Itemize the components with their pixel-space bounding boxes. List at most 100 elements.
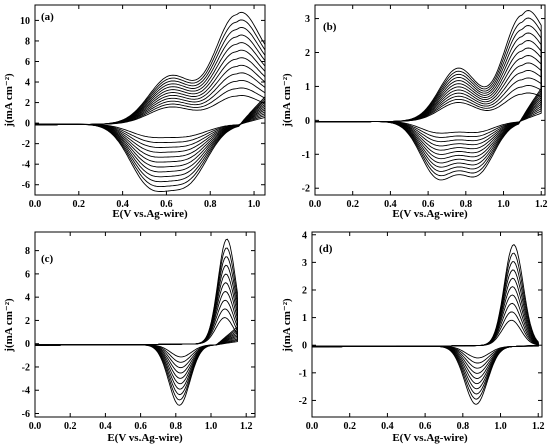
- panel-d: 0.0 0.2 0.4 0.6 0.8 1.0 1.2 -2 -1 0 1 2 3 4 (d) E(V …: [281, 230, 544, 444]
- y-axis-label: j(mA cm⁻²): [281, 298, 293, 353]
- y-axis-label: j(mA cm⁻²): [3, 73, 15, 128]
- y-tick-label: -1: [299, 368, 307, 379]
- cv-cycle-line: [35, 299, 238, 369]
- y-tick-label: 4: [25, 293, 30, 304]
- y-tick-label: -4: [22, 386, 30, 397]
- plot-frame: [311, 231, 543, 418]
- x-tick-label: 0.0: [306, 421, 319, 432]
- x-tick-label: 1.0: [494, 421, 507, 432]
- cv-cycle-line: [35, 264, 238, 390]
- x-tick-label: 1.2: [240, 421, 253, 432]
- panel-a: 0.0 0.2 0.4 0.6 0.8 1.0 -6 -4 -2 0 2 4 6 8 10 (a) E(V…: [3, 4, 266, 220]
- plot-frame: [314, 4, 546, 196]
- cv-cycle-line: [312, 311, 539, 364]
- y-tick-label: -6: [22, 409, 30, 420]
- y-tick-label: -2: [22, 362, 30, 373]
- cv-cycle-line: [312, 302, 539, 369]
- plot-frame: [34, 4, 266, 196]
- y-tick-label: 2: [302, 285, 307, 296]
- x-axis-label: E(V vs.Ag-wire): [112, 208, 188, 220]
- x-tick-label: 0.4: [381, 421, 394, 432]
- y-ticks: -2 -1 0 1 2 3: [302, 14, 545, 195]
- x-tick-label: 0.4: [384, 199, 397, 210]
- x-tick-label: 0.8: [460, 199, 473, 210]
- x-tick-label: 0.0: [309, 199, 322, 210]
- x-tick-label: 0.0: [29, 199, 42, 210]
- x-axis-label: E(V vs.Ag-wire): [392, 208, 468, 220]
- y-tick-label: -4: [22, 160, 30, 171]
- y-axis-label: j(mA cm⁻²): [281, 73, 293, 128]
- cv-cycle-line: [312, 244, 539, 405]
- x-ticks: 0.0 0.2 0.4 0.6 0.8 1.0 1.2: [306, 232, 545, 432]
- y-tick-label: 6: [25, 57, 30, 68]
- cv-cycle-line: [35, 238, 238, 406]
- x-axis-label: E(V vs.Ag-wire): [107, 432, 183, 444]
- x-tick-label: 0.8: [457, 421, 470, 432]
- y-ticks: -6 -4 -2 0 2 4 6 8 10: [20, 16, 265, 191]
- y-tick-label: 6: [25, 269, 30, 280]
- cv-cycle-line: [35, 247, 238, 401]
- x-tick-label: 0.4: [99, 421, 112, 432]
- y-tick-label: 3: [302, 258, 307, 269]
- x-tick-label: 0.2: [73, 199, 86, 210]
- x-tick-label: 0.8: [170, 421, 183, 432]
- y-tick-label: 2: [25, 316, 30, 327]
- cv-cycle-line: [35, 95, 266, 139]
- y-tick-label: -2: [299, 396, 307, 407]
- x-tick-label: 0.0: [29, 421, 42, 432]
- y-tick-label: 4: [25, 78, 30, 89]
- x-tick-label: 1.0: [248, 199, 261, 210]
- y-ticks: -2 -1 0 1 2 3 4: [299, 230, 542, 407]
- x-tick-label: 0.6: [419, 421, 432, 432]
- panel-label: (c): [41, 253, 54, 265]
- y-tick-label: 2: [25, 98, 30, 109]
- x-tick-label: 0.6: [422, 199, 435, 210]
- cv-curves: [35, 11, 266, 192]
- y-tick-label: 8: [25, 246, 30, 257]
- x-tick-label: 0.6: [160, 199, 173, 210]
- y-tick-label: -1: [302, 150, 310, 161]
- panel-label: (d): [319, 243, 333, 255]
- x-tick-label: 1.0: [497, 199, 510, 210]
- cv-cycle-line: [312, 319, 539, 359]
- x-ticks: 0.0 0.2 0.4 0.6 0.8 1.0: [29, 5, 261, 210]
- y-tick-label: 3: [305, 14, 310, 25]
- y-tick-label: 8: [25, 36, 30, 47]
- y-ticks: -6 -4 -2 0 2 4 6 8: [22, 246, 255, 420]
- cv-cycle-line: [35, 282, 238, 379]
- panel-c: 0.0 0.2 0.4 0.6 0.8 1.0 1.2 -6 -4 -2 0 2 4 6 8 (c) E(…: [3, 231, 256, 444]
- x-tick-label: 1.0: [205, 421, 218, 432]
- panel-label: (a): [41, 11, 54, 23]
- cv-cycle-line: [315, 10, 542, 181]
- y-tick-label: 1: [302, 313, 307, 324]
- y-tick-label: 4: [302, 230, 307, 241]
- x-ticks: 0.0 0.2 0.4 0.6 0.8 1.0 1.2: [29, 232, 253, 432]
- y-tick-label: 0: [25, 339, 30, 350]
- cv-cycle-line: [35, 256, 238, 396]
- cv-cycle-line: [315, 55, 542, 155]
- panel-b: 0.0 0.2 0.4 0.6 0.8 1.0 1.2 -2 -1 0 1 2 3 (b) E(V v…: [281, 4, 547, 220]
- plot-frame: [34, 231, 256, 418]
- x-tick-label: 1.2: [532, 421, 545, 432]
- x-ticks: 0.0 0.2 0.4 0.6 0.8 1.0 1.2: [309, 5, 547, 210]
- x-tick-label: 0.8: [204, 199, 217, 210]
- y-tick-label: -2: [22, 139, 30, 150]
- y-tick-label: 1: [305, 82, 310, 93]
- y-tick-label: 0: [305, 116, 310, 127]
- cv-cycle-line: [35, 72, 266, 153]
- cv-cycle-line: [35, 273, 238, 385]
- y-tick-label: -6: [22, 180, 30, 191]
- x-tick-label: 0.2: [346, 199, 359, 210]
- cv-curves: [315, 10, 542, 181]
- y-tick-label: 0: [25, 119, 30, 130]
- y-tick-label: 0: [302, 341, 307, 352]
- x-tick-label: 0.2: [64, 421, 77, 432]
- x-tick-label: 0.6: [134, 421, 147, 432]
- cv-curves: [35, 238, 238, 406]
- y-axis-label: j(mA cm⁻²): [3, 298, 15, 353]
- cv-cycle-line: [35, 291, 238, 374]
- panel-label: (b): [323, 21, 337, 33]
- y-tick-label: 10: [20, 16, 30, 27]
- cv-cycle-line: [35, 11, 266, 192]
